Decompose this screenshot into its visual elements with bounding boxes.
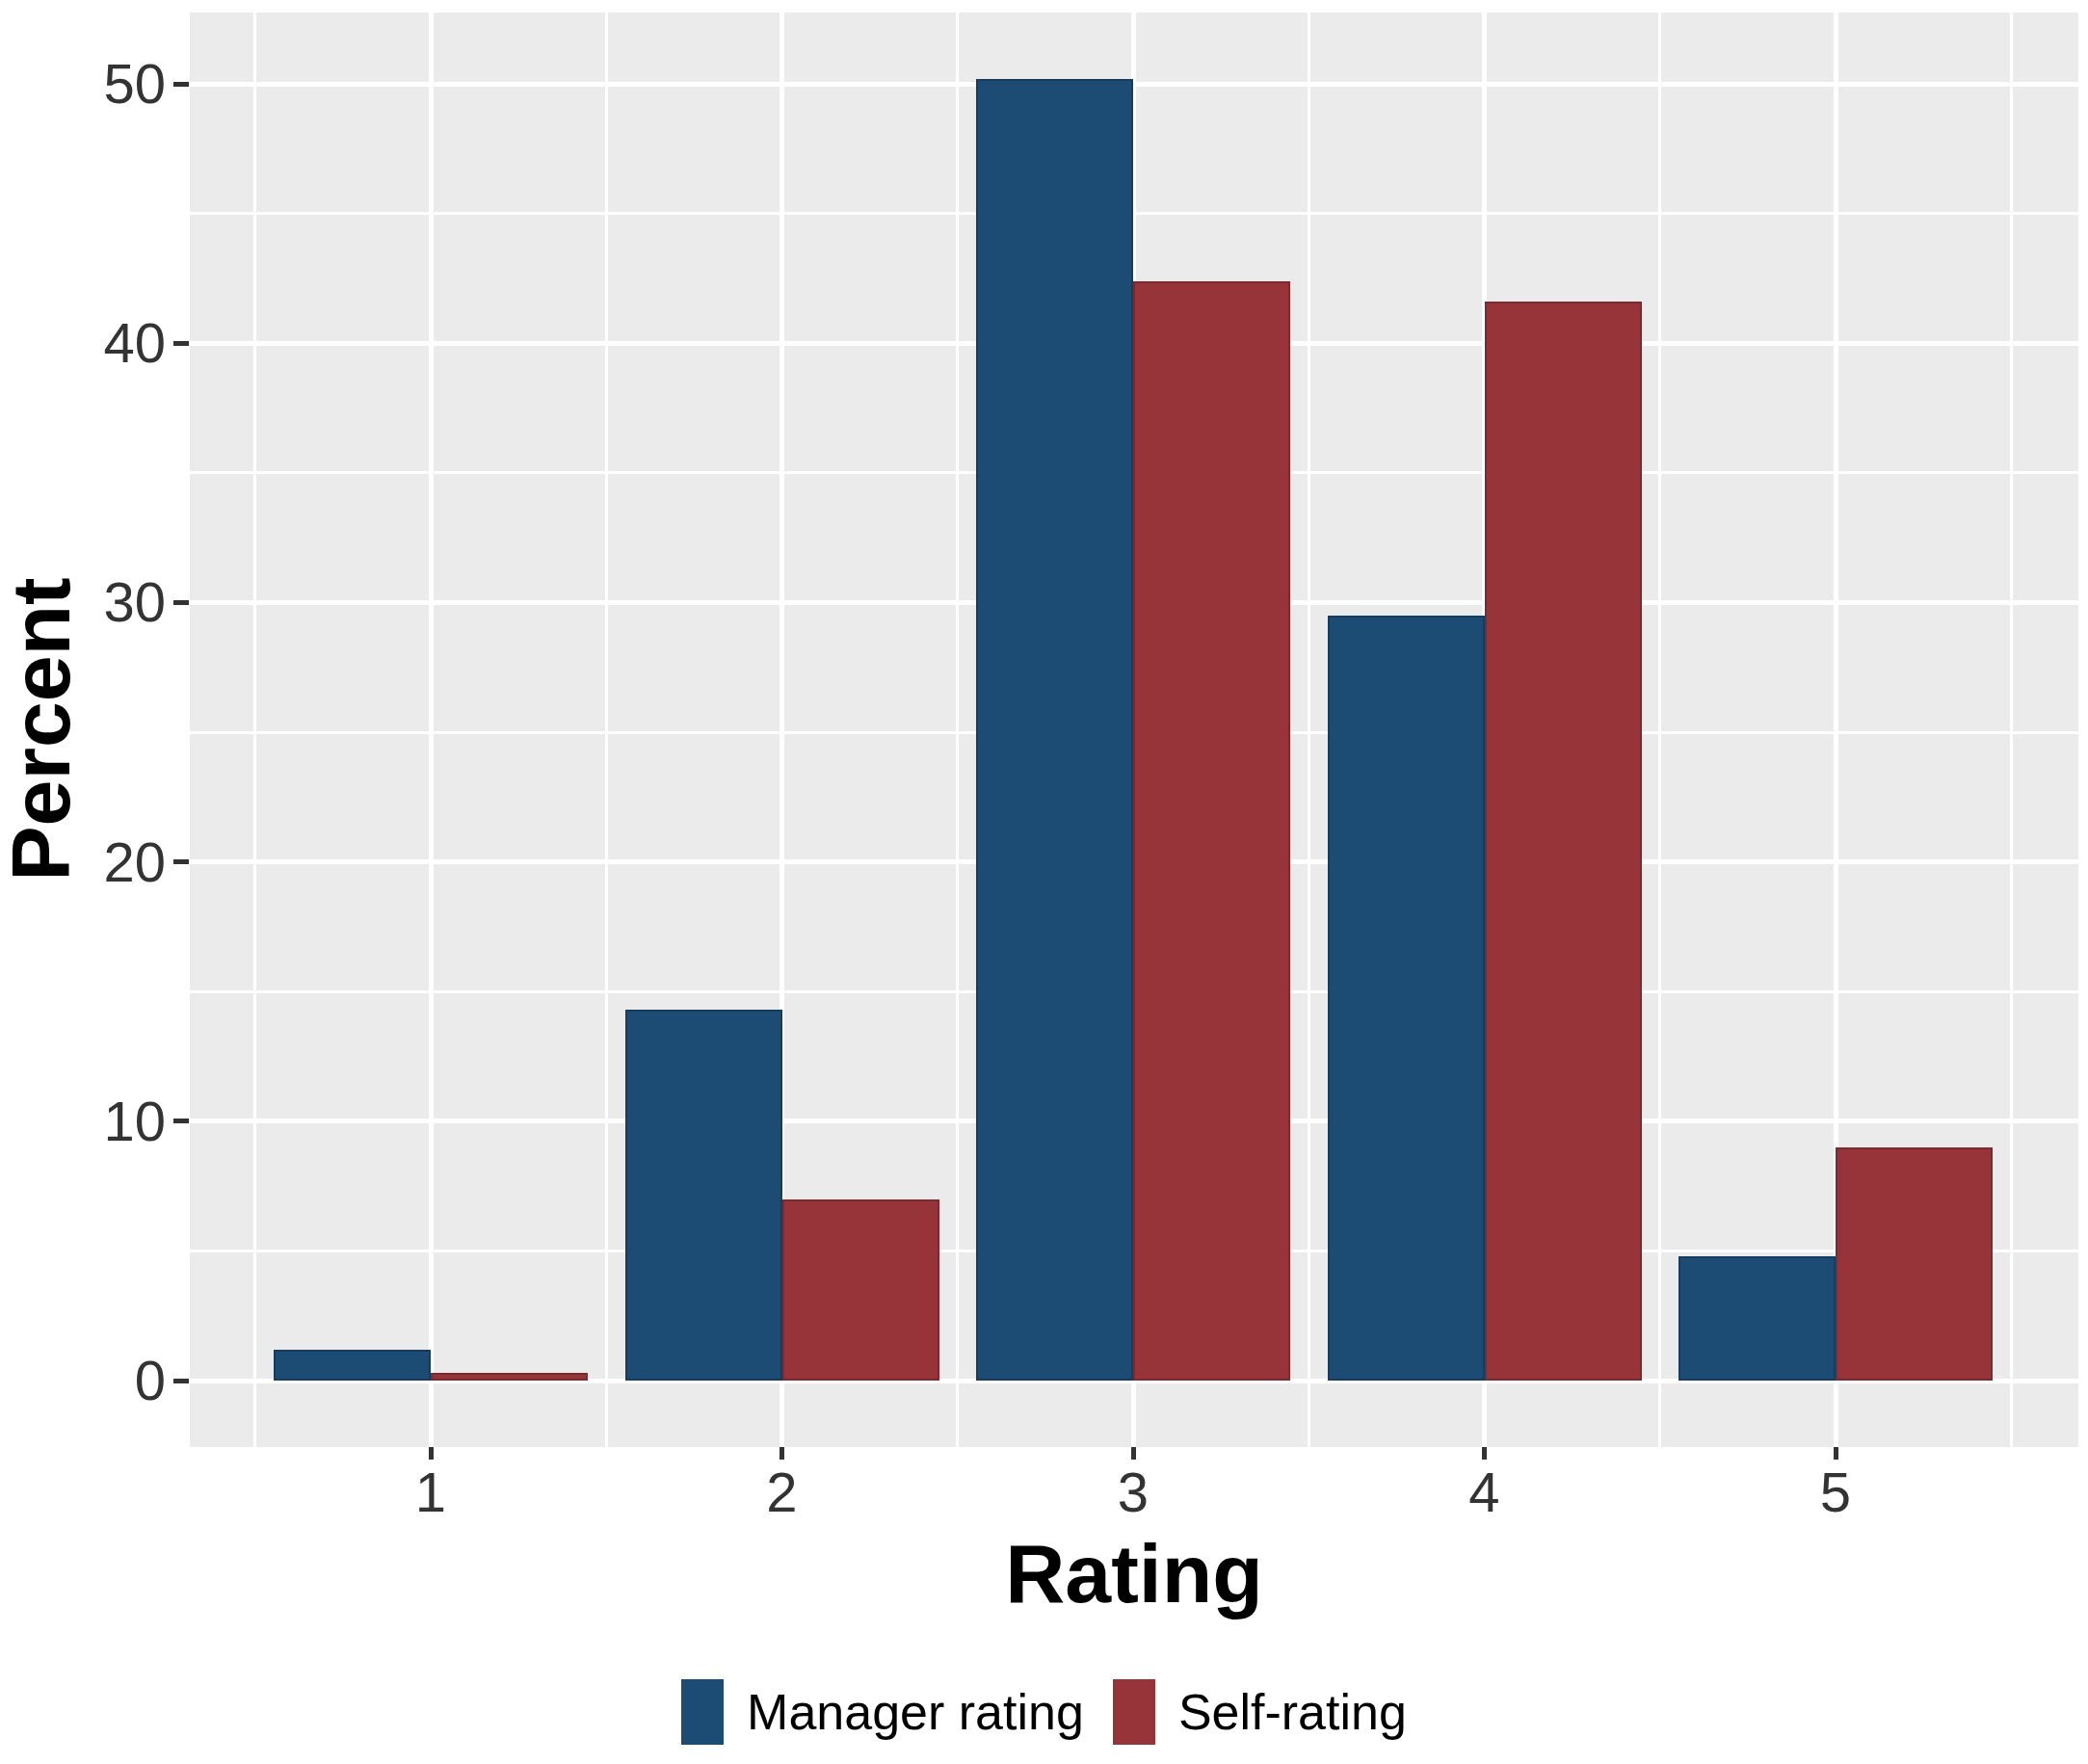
bar-self-rating-2 [782, 1199, 939, 1381]
y-axis-tick [173, 600, 189, 605]
legend-label-manager-rating: Manager rating [747, 1678, 1084, 1746]
x-axis-tick [1834, 1447, 1838, 1460]
bar-self-rating-5 [1836, 1147, 1993, 1381]
bar-self-rating-1 [431, 1373, 588, 1381]
gridline-minor-vertical [1308, 13, 1310, 1447]
x-axis-title: Rating [797, 1528, 1471, 1619]
gridline-major-vertical [429, 13, 434, 1447]
y-axis-tick [173, 859, 189, 864]
y-axis-tick-label: 20 [0, 832, 166, 892]
x-axis-tick-label: 1 [334, 1462, 527, 1522]
y-axis-tick [173, 341, 189, 346]
x-axis-tick [1482, 1447, 1487, 1460]
bar-manager-rating-3 [976, 79, 1133, 1381]
gridline-minor-vertical [605, 13, 608, 1447]
y-axis-tick-label: 30 [0, 572, 166, 632]
bar-manager-rating-5 [1678, 1256, 1836, 1381]
legend-entry-self-rating: Self-rating [1113, 1678, 1407, 1746]
gridline-minor-vertical [2010, 13, 2013, 1447]
bar-manager-rating-4 [1328, 616, 1485, 1381]
x-axis-tick-label: 2 [686, 1462, 879, 1522]
plot-panel [190, 13, 2078, 1447]
bar-chart: Percent Rating Manager rating Self-rating… [0, 0, 2088, 1764]
y-axis-tick [173, 1119, 189, 1123]
y-axis-tick-label: 0 [0, 1351, 166, 1410]
x-axis-tick [429, 1447, 434, 1460]
gridline-minor-vertical [956, 13, 959, 1447]
x-axis-tick [1131, 1447, 1136, 1460]
y-axis-tick-label: 50 [0, 54, 166, 114]
legend-label-self-rating: Self-rating [1178, 1678, 1407, 1746]
x-axis-tick [780, 1447, 784, 1460]
y-axis-tick [173, 82, 189, 87]
bar-self-rating-3 [1133, 281, 1290, 1381]
legend: Manager rating Self-rating [0, 1678, 2088, 1746]
y-axis-title: Percent [0, 392, 84, 1066]
bar-manager-rating-2 [625, 1010, 782, 1381]
bar-self-rating-4 [1485, 302, 1642, 1381]
legend-swatch-manager-rating [681, 1679, 724, 1745]
x-axis-tick-label: 4 [1388, 1462, 1581, 1522]
legend-swatch-self-rating [1113, 1679, 1155, 1745]
x-axis-tick-label: 5 [1739, 1462, 1932, 1522]
y-axis-tick [173, 1379, 189, 1383]
y-axis-tick-label: 40 [0, 313, 166, 373]
bar-manager-rating-1 [274, 1350, 431, 1381]
legend-entry-manager-rating: Manager rating [681, 1678, 1084, 1746]
gridline-minor-vertical [253, 13, 256, 1447]
x-axis-tick-label: 3 [1037, 1462, 1229, 1522]
y-axis-tick-label: 10 [0, 1092, 166, 1151]
gridline-minor-vertical [1658, 13, 1661, 1447]
